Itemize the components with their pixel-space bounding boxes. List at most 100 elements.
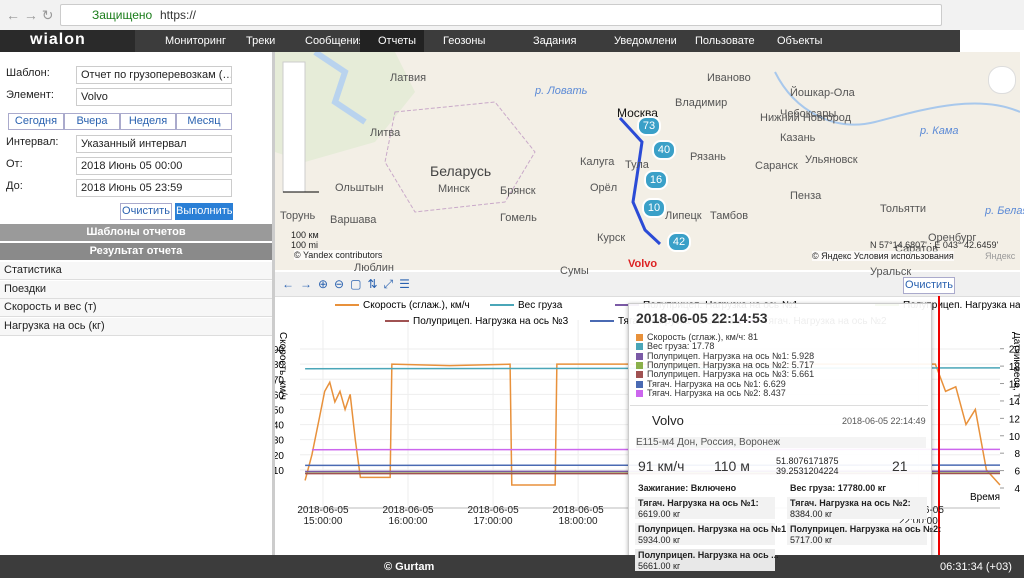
map-label: Люблин (354, 262, 394, 274)
tooltip-divider (630, 405, 928, 406)
x-tick-label: 2018-06-05 15:00:00 (297, 505, 349, 527)
map-attribution: Яндекс (985, 251, 1016, 261)
nav-item[interactable]: Объекты (777, 35, 823, 47)
x-tick-label: 2018-06-05 17:00:00 (467, 505, 519, 527)
y2-tick-label: 18 (1009, 362, 1020, 373)
section-header: Результат отчета (0, 243, 272, 260)
series-line (304, 363, 1001, 486)
nav-item[interactable]: Уведомлени (614, 35, 677, 47)
map-label: Иваново (707, 72, 751, 84)
map-label: р. Кама (920, 125, 959, 137)
tooltip-unit: Volvo (652, 413, 684, 428)
result-item[interactable]: Статистика (0, 262, 272, 280)
run-button[interactable]: Выполнить (175, 203, 233, 220)
y-tick-label: 70 (275, 375, 284, 386)
nav-item[interactable]: Треки (246, 35, 276, 47)
map-label: Литва (370, 127, 401, 139)
period-button[interactable]: Месяц (176, 113, 232, 130)
nav-blank (960, 30, 1024, 52)
map-label: Пенза (790, 190, 822, 202)
period-button[interactable]: Сегодня (8, 113, 64, 130)
map-label: Чебоксары (780, 108, 837, 120)
map-river (774, 71, 1020, 126)
nav-item[interactable]: Отчеты (360, 30, 425, 52)
chart-toolbar (275, 272, 1020, 297)
map[interactable] (275, 52, 1020, 270)
tooltip-sensor-name: Полуприцеп. Нагрузка на ось №1: (638, 524, 790, 534)
tooltip-swatch (636, 371, 643, 379)
label: Интервал: (6, 136, 59, 148)
legend-label: Полуприцеп. Нагрузка на ось №3 (413, 316, 569, 327)
tooltip-row: Вес груза: 17.78 (647, 341, 715, 352)
select[interactable]: Volvo (76, 88, 232, 106)
section-header[interactable]: Шаблоны отчетов (0, 224, 272, 241)
tooltip-swatch (636, 389, 643, 397)
map-label: Йошкар-Ола (790, 87, 855, 99)
map-label: Тула (625, 159, 649, 171)
map-label: Нижний Новгород (760, 112, 852, 124)
nav-item[interactable]: Сообщения (305, 35, 365, 47)
map-tools[interactable] (282, 61, 306, 193)
map-marker[interactable]: 73 (637, 116, 661, 136)
map-attribution: © Яндекс Условия использования (812, 251, 954, 261)
nav-item[interactable]: Задания (533, 35, 577, 47)
footer-time: 06:31:34 (+03) (940, 561, 1012, 573)
select[interactable]: Отчет по грузоперевозкам (… (76, 66, 232, 84)
y-tick-label: 90 (275, 345, 284, 356)
logo: wialon (30, 31, 86, 48)
input[interactable]: 2018 Июнь 05 23:59 (76, 179, 232, 197)
tooltip-altitude: 110 м (714, 458, 750, 474)
map-label: Рязань (690, 151, 726, 163)
map-label: Сумы (560, 265, 589, 277)
map-marker[interactable]: 16 (644, 170, 668, 190)
y2-tick-label: 8 (1014, 449, 1020, 460)
map-label: Тольятти (880, 203, 927, 215)
tooltip-swatch (636, 361, 643, 369)
tooltip-sensor-box (787, 523, 927, 545)
tooltip-ignition: Зажигание: Включено (638, 483, 737, 493)
period-button[interactable]: Неделя (120, 113, 176, 130)
legend-label: Вес груза (518, 300, 563, 311)
map-label: Беларусь (430, 163, 492, 179)
tooltip-sensor-name: Тягач. Нагрузка на ось №2: (790, 498, 911, 508)
label: До: (6, 180, 23, 192)
result-item[interactable]: Поездки (0, 280, 272, 299)
chart-tools[interactable]: ←→⊕⊖▢⇅⤢☰ (282, 277, 416, 291)
address-bar[interactable] (60, 4, 942, 26)
footer (0, 555, 1024, 578)
cursor-line (938, 296, 940, 555)
result-item[interactable]: Нагрузка на ось (кг) (0, 317, 272, 336)
y-axis-label: Скорость, км/ч (277, 332, 288, 400)
tooltip-swatch (636, 343, 643, 351)
tooltip-row: Тягач. Нагрузка на ось №1: 6.629 (647, 378, 786, 389)
map-label: Ольштын (335, 182, 384, 194)
period-button[interactable]: Вчера (64, 113, 120, 130)
tooltip-row: Полуприцеп. Нагрузка на ось №3: 5.661 (647, 369, 815, 380)
tooltip-address: E115-м4 Дон, Россия, Воронеж (636, 437, 926, 448)
tooltip-sensor-value: 6619.00 кг (638, 509, 681, 519)
label: Элемент: (6, 89, 54, 101)
clear-button[interactable]: Очистить (120, 203, 172, 220)
url: https:// (160, 8, 197, 22)
splitter (272, 52, 275, 555)
map-label: Саранск (755, 160, 798, 172)
tooltip-sensor-name: Тягач. Нагрузка на ось №1: (638, 498, 759, 508)
chart-clear-button[interactable]: Очистить (903, 277, 955, 294)
nav-item[interactable]: Геозоны (443, 35, 486, 47)
tooltip-sensor-value: 5661.00 кг (638, 561, 681, 571)
map-marker[interactable]: 40 (652, 140, 676, 160)
map-marker[interactable]: 10 (642, 198, 666, 218)
result-item[interactable]: Скорость и вес (т) (0, 299, 272, 317)
map-attribution: © Yandex contributors (294, 250, 383, 260)
y-tick-label: 30 (275, 436, 284, 447)
map-marker[interactable]: 42 (667, 232, 691, 252)
input[interactable]: 2018 Июнь 05 00:00 (76, 157, 232, 175)
select[interactable]: Указанный интервал (76, 135, 232, 153)
nav-arrows[interactable]: ← → ↻ (6, 7, 54, 23)
tooltip-swatch (636, 334, 643, 341)
nav-item[interactable]: Мониторинг (165, 35, 227, 47)
map-label: Гомель (500, 212, 537, 224)
nav-item[interactable]: Пользовате (695, 35, 755, 47)
label: От: (6, 158, 23, 170)
tooltip-sensor-box (635, 549, 775, 571)
